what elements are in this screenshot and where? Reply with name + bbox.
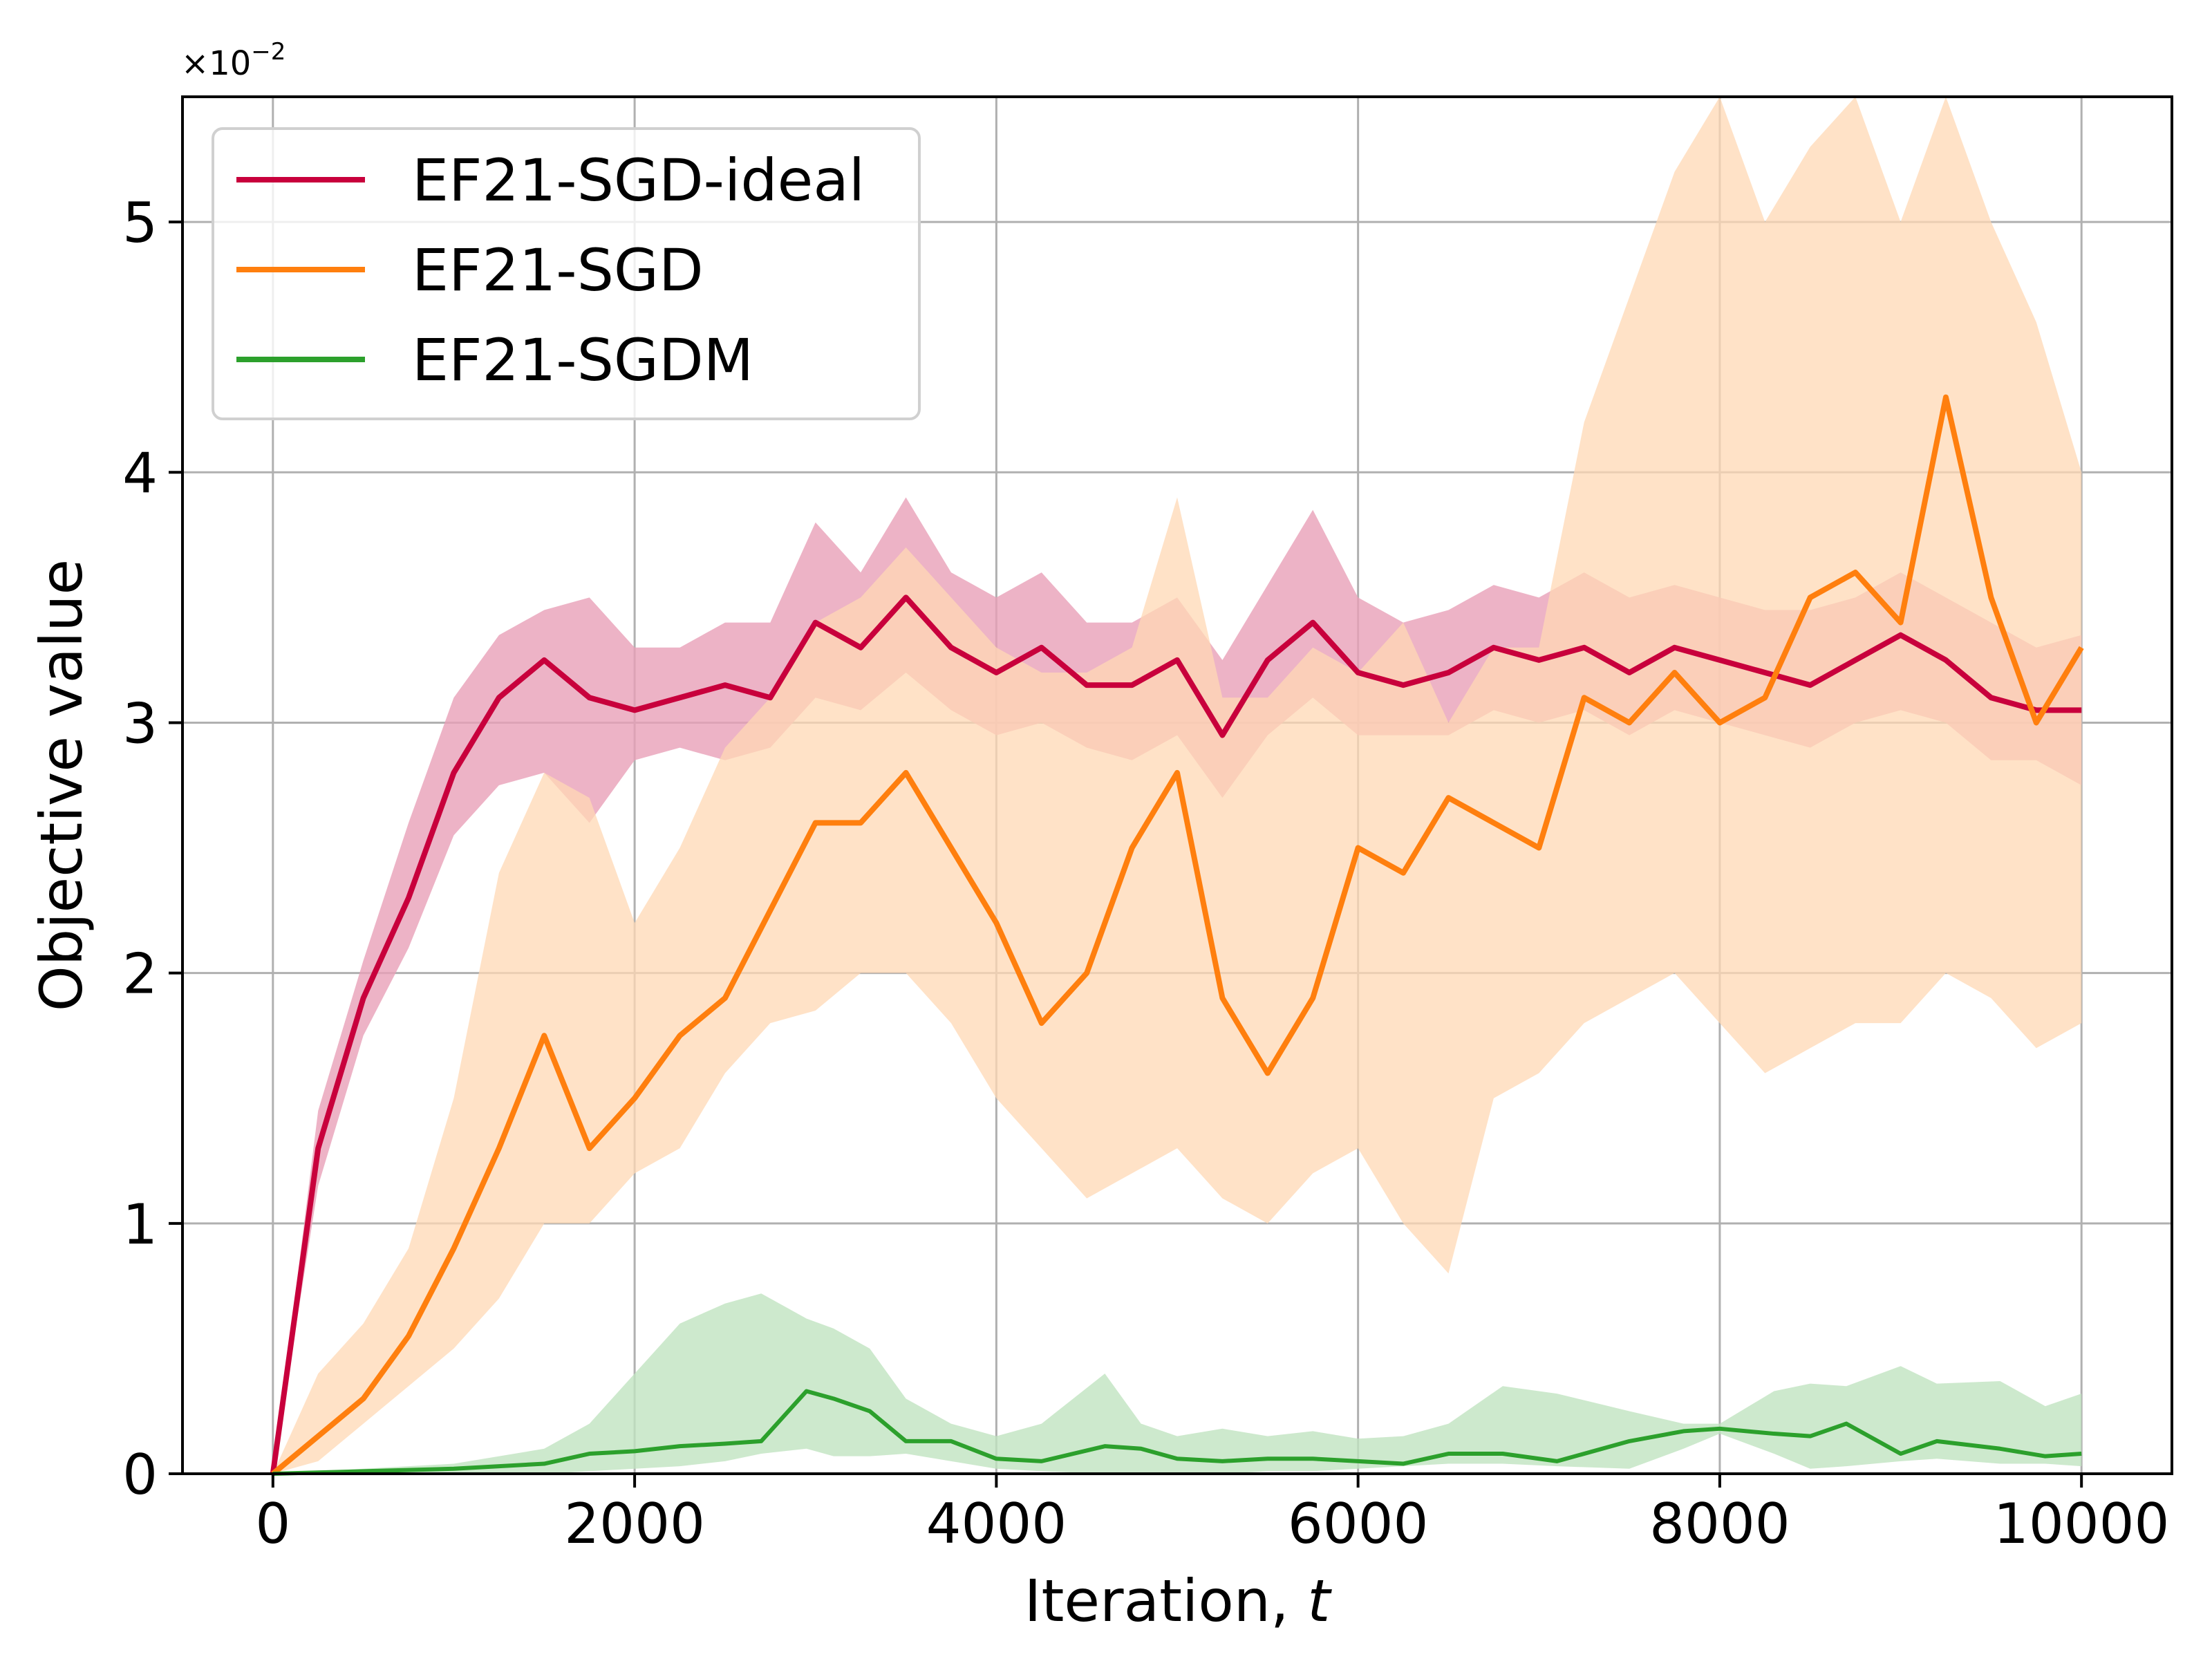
y-tick-label: 2 [122,942,158,1006]
y-tick-label: 3 [122,691,158,756]
y-tick-label: 0 [122,1443,158,1507]
y-multiplier: ×10−2 [181,38,285,83]
legend-label: EF21-SGDM [412,326,753,394]
legend: EF21-SGD-ideal EF21-SGD EF21-SGDM [212,127,921,420]
x-tick-label: 0 [255,1492,290,1556]
x-axis-label: Iteration, t [1024,1567,1333,1635]
line-ef21-sgdm [272,1389,2082,1476]
x-tick-label: 6000 [1288,1492,1429,1556]
plot-frame [181,95,2173,1475]
legend-label: EF21-SGD [412,236,704,304]
y-tick-label: 4 [122,441,158,505]
x-tick-label: 10000 [1994,1492,2170,1556]
legend-box [212,127,921,420]
x-tick-label: 4000 [926,1492,1067,1556]
band-ef21-sgdm [272,1293,2082,1474]
ticks: 0 2000 4000 6000 8000 10000 0 1 2 3 4 5 [122,191,2169,1556]
x-tick-label: 8000 [1649,1492,1790,1556]
legend-label: EF21-SGD-ideal [412,147,865,214]
y-tick-label: 1 [122,1192,158,1257]
band-ef21-sgd-ideal [272,497,2082,1474]
y-axis-label: Objective value [28,559,95,1011]
x-tick-label: 2000 [564,1492,705,1556]
y-tick-label: 5 [122,191,158,255]
series-lines [270,394,2084,1477]
